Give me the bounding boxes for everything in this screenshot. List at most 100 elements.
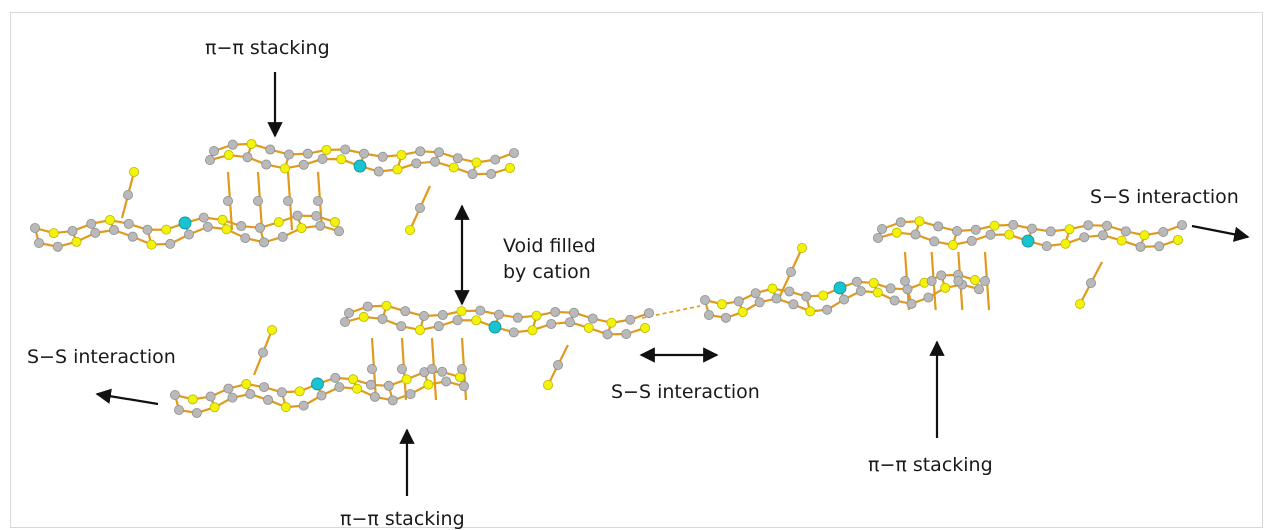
carbon-atom [127, 231, 138, 242]
carbon-atom [1120, 226, 1131, 237]
sulfur-atom [296, 223, 307, 234]
carbon-atom [414, 202, 425, 213]
carbon-atom [222, 195, 233, 206]
metal-atom [1021, 234, 1035, 248]
carbon-atom [873, 232, 884, 243]
carbon-atom [1154, 241, 1165, 252]
carbon-atom [910, 229, 921, 240]
carbon-atom [771, 293, 782, 304]
sulfur-atom [348, 374, 359, 385]
carbon-atom [621, 329, 632, 340]
carbon-atom [205, 391, 216, 402]
carbon-atom [1079, 232, 1090, 243]
figure-frame [10, 12, 1263, 528]
carbon-atom [889, 295, 900, 306]
carbon-atom [822, 304, 833, 315]
sulfur-atom [448, 162, 459, 173]
carbon-atom [486, 168, 497, 179]
carbon-atom [970, 224, 981, 235]
carbon-atom [405, 389, 416, 400]
sulfur-atom [48, 228, 59, 239]
metal-atom [833, 281, 847, 295]
sulfur-atom [246, 138, 257, 149]
sulfur-atom [1173, 234, 1184, 245]
sulfur-atom [209, 402, 220, 413]
sulfur-atom [1004, 229, 1015, 240]
carbon-atom [258, 237, 269, 248]
carbon-atom [276, 387, 287, 398]
carbon-atom [895, 217, 906, 228]
carbon-atom [242, 152, 253, 163]
carbon-atom [467, 169, 478, 180]
carbon-atom [330, 372, 341, 383]
sulfur-atom [914, 216, 925, 227]
sulfur-atom [279, 163, 290, 174]
metal-atom [353, 159, 367, 173]
sulfur-atom [223, 150, 234, 161]
carbon-atom [90, 227, 101, 238]
sulfur-atom [414, 324, 425, 335]
carbon-atom [415, 146, 426, 157]
sulfur-atom [336, 154, 347, 165]
carbon-atom [704, 309, 715, 320]
carbon-atom [123, 189, 134, 200]
carbon-atom [123, 218, 134, 229]
sulfur-atom [1116, 235, 1127, 246]
sulfur-atom [273, 217, 284, 228]
arrow-ss-left [95, 388, 159, 406]
carbon-atom [277, 231, 288, 242]
sulfur-atom [891, 227, 902, 238]
sulfur-atom [872, 287, 883, 298]
carbon-atom [974, 284, 985, 295]
sulfur-atom [970, 275, 981, 286]
label-pi-stacking-bottom: π−π stacking [340, 508, 465, 530]
carbon-atom [169, 389, 180, 400]
carbon-atom [302, 148, 313, 159]
carbon-atom [902, 284, 913, 295]
carbon-atom [433, 147, 444, 158]
sulfur-atom [280, 402, 291, 413]
carbon-atom [362, 301, 373, 312]
carbon-atom [283, 149, 294, 160]
carbon-atom [86, 218, 97, 229]
carbon-atom [900, 275, 911, 286]
carbon-atom [985, 229, 996, 240]
carbon-atom [553, 359, 564, 370]
carbon-atom [315, 220, 326, 231]
carbon-atom [851, 276, 862, 287]
carbon-atom [1102, 220, 1113, 231]
carbon-atom [906, 298, 917, 309]
carbon-atom [173, 404, 184, 415]
carbon-atom [261, 159, 272, 170]
carbon-atom [644, 308, 655, 319]
carbon-atom [452, 315, 463, 326]
carbon-atom [493, 309, 504, 320]
sulfur-atom [948, 239, 959, 250]
carbon-atom [366, 363, 377, 374]
label-ss-middle: S−S interaction [611, 381, 760, 403]
sulfur-atom [187, 394, 198, 405]
sulfur-atom [818, 290, 829, 301]
carbon-atom [198, 212, 209, 223]
carbon-atom [254, 222, 265, 233]
carbon-atom [923, 292, 934, 303]
sulfur-atom [456, 306, 467, 317]
carbon-atom [936, 270, 947, 281]
carbon-atom [340, 144, 351, 155]
sulfur-atom [767, 283, 778, 294]
sulfur-atom [640, 322, 651, 333]
sulfur-atom [471, 157, 482, 168]
carbon-atom [952, 226, 963, 237]
sulfur-atom [294, 386, 305, 397]
sulfur-atom [396, 149, 407, 160]
carbon-atom [801, 291, 812, 302]
carbon-atom [257, 347, 268, 358]
sulfur-atom [71, 236, 82, 247]
sulfur-atom [527, 325, 538, 336]
carbon-atom [441, 376, 452, 387]
carbon-atom [223, 383, 234, 394]
carbon-atom [142, 224, 153, 235]
sulfur-atom [401, 374, 412, 385]
carbon-atom [400, 306, 411, 317]
carbon-atom [933, 221, 944, 232]
